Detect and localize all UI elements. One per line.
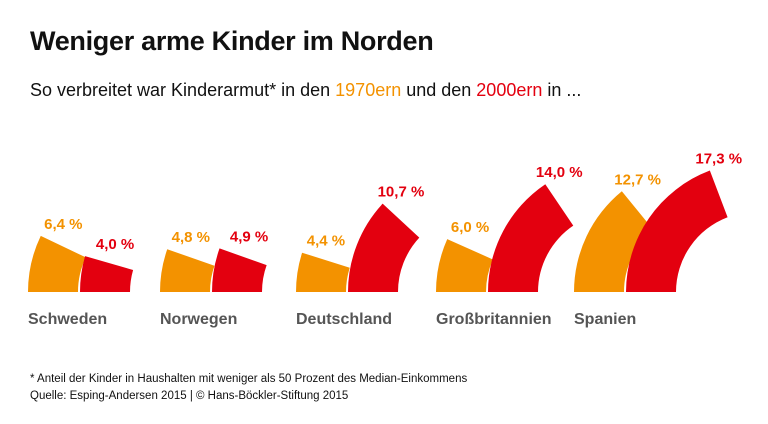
- subtitle-prefix: So verbreitet war Kinderarmut* in den: [30, 80, 336, 100]
- category-label: Schweden: [28, 311, 107, 328]
- data-label: 10,7 %: [378, 184, 425, 201]
- category-label: Großbritannien: [436, 311, 552, 328]
- subtitle-period-1970s: 1970ern: [335, 80, 402, 100]
- sector-1970s-0: [28, 235, 86, 292]
- sector-1970s-4: [574, 191, 654, 292]
- chart-title: Weniger arme Kinder im Norden: [30, 26, 434, 56]
- data-label: 4,4 %: [307, 233, 345, 250]
- subtitle-suffix: in ...: [542, 80, 582, 100]
- sector-2000s-2: [348, 203, 420, 292]
- category-label: Deutschland: [296, 311, 392, 328]
- footnote: * Anteil der Kinder in Haushalten mit we…: [30, 373, 468, 385]
- sector-2000s-3: [488, 184, 574, 292]
- data-label: 14,0 %: [536, 164, 583, 181]
- sector-1970s-1: [160, 249, 215, 292]
- category-label: Spanien: [574, 311, 636, 328]
- sector-2000s-0: [80, 256, 134, 292]
- source: Quelle: Esping-Andersen 2015 | © Hans-Bö…: [30, 390, 349, 402]
- subtitle-middle: und den: [401, 80, 477, 100]
- sector-2000s-4: [626, 170, 728, 292]
- sector-1970s-2: [296, 252, 350, 292]
- sector-1970s-3: [436, 239, 493, 292]
- subtitle-period-2000s: 2000ern: [476, 80, 543, 100]
- data-label: 6,4 %: [44, 216, 82, 233]
- data-label: 4,9 %: [230, 228, 268, 245]
- sector-2000s-1: [212, 248, 267, 292]
- chart-subtitle: So verbreitet war Kinderarmut* in den 19…: [30, 80, 581, 101]
- data-label: 6,0 %: [451, 219, 489, 236]
- data-label: 17,3 %: [695, 150, 742, 167]
- data-label: 12,7 %: [614, 171, 661, 188]
- data-label: 4,0 %: [96, 236, 134, 253]
- data-label: 4,8 %: [172, 229, 210, 246]
- category-label: Norwegen: [160, 311, 237, 328]
